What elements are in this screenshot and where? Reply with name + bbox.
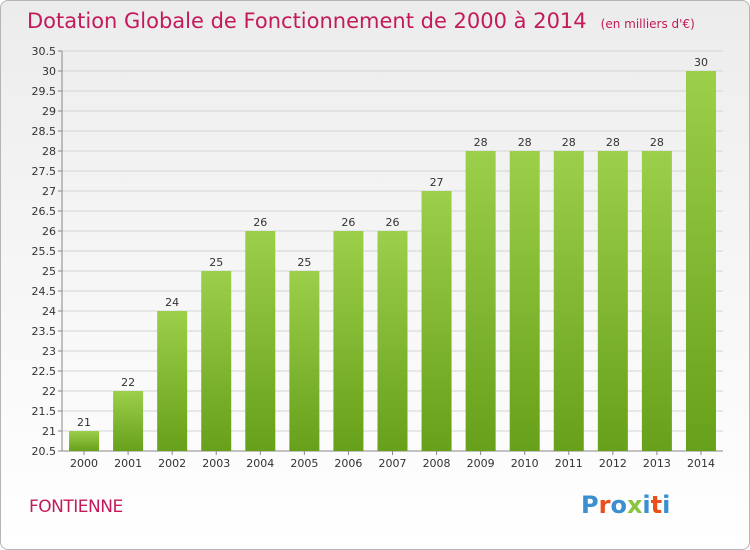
y-tick-label: 22 [42, 385, 56, 398]
y-tick-label: 28 [42, 145, 56, 158]
y-tick-label: 25 [42, 265, 56, 278]
bar [69, 431, 100, 451]
logo-letter: t [650, 491, 663, 519]
chart-subtitle: (en milliers d'€) [600, 17, 695, 31]
y-tick-label: 20.5 [32, 445, 57, 458]
y-tick-label: 26.5 [32, 205, 57, 218]
y-tick-label: 29 [42, 105, 56, 118]
bar-value-label: 26 [253, 216, 267, 229]
x-tick-label: 2004 [246, 457, 274, 470]
logo-letter: o [610, 491, 627, 519]
y-tick-label: 27.5 [32, 165, 57, 178]
bar [465, 151, 496, 451]
title-row: Dotation Globale de Fonctionnement de 20… [27, 9, 695, 33]
bar [685, 71, 716, 451]
y-tick-label: 25.5 [32, 245, 57, 258]
y-tick-label: 23 [42, 345, 56, 358]
x-tick-label: 2012 [599, 457, 627, 470]
y-tick-label: 29.5 [32, 85, 57, 98]
bar [113, 391, 144, 451]
bar-value-label: 25 [209, 256, 223, 269]
bar-value-label: 25 [297, 256, 311, 269]
bar [421, 191, 452, 451]
y-tick-label: 24.5 [32, 285, 57, 298]
x-tick-label: 2005 [290, 457, 318, 470]
commune-name: FONTIENNE [29, 497, 123, 517]
bar-value-label: 28 [474, 136, 488, 149]
bar [641, 151, 672, 451]
y-tick-label: 30 [42, 65, 56, 78]
bar-value-label: 28 [562, 136, 576, 149]
y-tick-label: 26 [42, 225, 56, 238]
y-tick-label: 21 [42, 425, 56, 438]
bar-value-label: 21 [77, 416, 91, 429]
x-tick-label: 2007 [379, 457, 407, 470]
x-tick-label: 2008 [423, 457, 451, 470]
y-tick-label: 24 [42, 305, 56, 318]
logo-letter: x [626, 491, 643, 519]
logo-letter: i [662, 491, 671, 519]
bar-value-label: 28 [518, 136, 532, 149]
x-tick-label: 2011 [555, 457, 583, 470]
x-tick-label: 2009 [467, 457, 495, 470]
x-tick-label: 2002 [158, 457, 186, 470]
bar-value-label: 27 [430, 176, 444, 189]
x-tick-label: 2006 [334, 457, 362, 470]
bar [289, 271, 320, 451]
bar-value-label: 26 [386, 216, 400, 229]
logo-letter: P [581, 491, 599, 519]
bar [157, 311, 188, 451]
y-tick-label: 23.5 [32, 325, 57, 338]
y-tick-label: 22.5 [32, 365, 57, 378]
y-tick-label: 27 [42, 185, 56, 198]
x-tick-label: 2010 [511, 457, 539, 470]
y-tick-label: 21.5 [32, 405, 57, 418]
chart-title: Dotation Globale de Fonctionnement de 20… [27, 9, 587, 33]
bar-value-label: 22 [121, 376, 135, 389]
bar-value-label: 28 [650, 136, 664, 149]
bar [597, 151, 628, 451]
bar-value-label: 28 [606, 136, 620, 149]
bar [201, 271, 232, 451]
logo-letter: r [598, 491, 611, 519]
y-tick-label: 28.5 [32, 125, 57, 138]
logo-letter: i [642, 491, 651, 519]
x-tick-label: 2003 [202, 457, 230, 470]
proxiti-logo: Proxiti [581, 491, 670, 519]
x-tick-label: 2000 [70, 457, 98, 470]
x-tick-label: 2014 [687, 457, 715, 470]
bar [333, 231, 364, 451]
bar [245, 231, 276, 451]
x-tick-label: 2001 [114, 457, 142, 470]
bar-value-label: 26 [341, 216, 355, 229]
y-tick-label: 30.5 [32, 45, 57, 58]
bar [509, 151, 540, 451]
x-tick-label: 2013 [643, 457, 671, 470]
bar [377, 231, 408, 451]
bar [553, 151, 584, 451]
bar-value-label: 30 [694, 56, 708, 69]
bar-value-label: 24 [165, 296, 179, 309]
